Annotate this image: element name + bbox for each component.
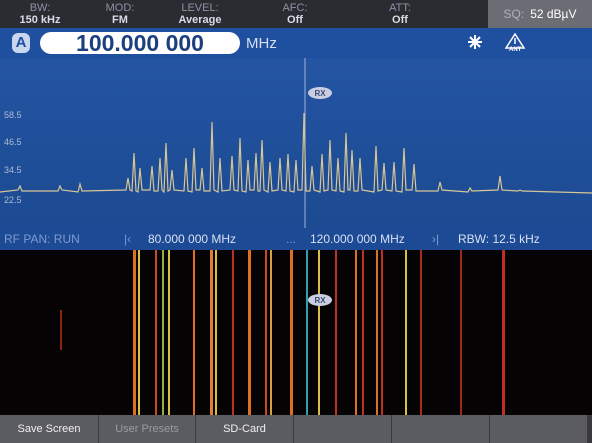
sun-core [472, 39, 478, 45]
waterfall-line [502, 250, 505, 415]
waterfall-line [362, 250, 364, 415]
waterfall-line [376, 250, 378, 415]
antenna: ANT [509, 47, 522, 53]
pan-status: RF PAN: RUN |‹ 80.000 000 MHz ... 120.00… [0, 228, 592, 250]
waterfall-line [232, 250, 234, 415]
squelch[interactable]: SQ: 52 dBµV [488, 0, 592, 28]
level-label: 22.5 [4, 195, 22, 205]
level-label: 34.5 [4, 165, 22, 175]
waterfall-line [306, 250, 308, 415]
channel[interactable]: A [12, 33, 30, 53]
level: LEVEL: Average [160, 0, 240, 28]
waterfall-line [318, 250, 320, 415]
att: ATT: Off [350, 0, 450, 28]
waterfall-line [381, 250, 383, 415]
waterfall-line [420, 250, 422, 415]
softkey[interactable]: SD-Card [196, 415, 293, 443]
softkeys: Save Screen User Presets SD-Card [0, 415, 592, 443]
softkey[interactable] [490, 415, 587, 443]
spectrum: 58.5 46.5 34.5 22.5 RX [0, 58, 592, 228]
waterfall-bg [0, 250, 592, 415]
warning-icon [504, 33, 526, 49]
waterfall-line [162, 250, 164, 415]
softkey[interactable] [392, 415, 489, 443]
start-frequency: 80.000 000 MHz [148, 232, 237, 246]
frequency[interactable]: 100.000 000 [40, 32, 240, 55]
level-label: 46.5 [4, 137, 22, 147]
label: BW: [29, 2, 51, 14]
bw: BW: 150 kHz [0, 0, 80, 28]
waterfall-line [248, 250, 251, 415]
softkey[interactable] [294, 415, 391, 443]
value: Off [392, 14, 408, 26]
frequency-row: A 100.000 000 MHz ANT [0, 28, 592, 58]
mod: MOD: FM [80, 0, 160, 28]
label: LEVEL: [181, 2, 219, 14]
label: MOD: [105, 2, 135, 14]
waterfall-line [290, 250, 293, 415]
waterfall-line [138, 250, 140, 415]
value: 150 kHz [19, 14, 61, 26]
value: Average [178, 14, 222, 26]
waterfall-line [460, 250, 462, 415]
status-bar: BW: 150 kHz MOD: FM LEVEL: Average AFC: Off … [0, 0, 592, 28]
value: FM [112, 14, 128, 26]
label: AFC: [282, 2, 308, 14]
separator: ... [286, 232, 297, 246]
waterfall-line [60, 310, 62, 350]
waterfall-line [168, 250, 170, 415]
softkey[interactable]: Save Screen [0, 415, 98, 443]
stop-frequency: 120.000 000 MHz [310, 232, 405, 246]
rx-marker [308, 87, 332, 99]
stop-arrow: ›| [432, 232, 440, 246]
waterfall-line [133, 250, 136, 415]
pan-mode: RF PAN: RUN [4, 232, 80, 246]
waterfall-line [335, 250, 337, 415]
waterfall-line [155, 250, 157, 415]
waterfall-line [265, 250, 267, 415]
value: Off [287, 14, 303, 26]
start-arrow: |‹ [124, 232, 132, 246]
level-label: 58.5 [4, 110, 22, 120]
rx-label: RX [314, 89, 326, 98]
label: SQ: [503, 7, 525, 21]
spectrum-trace [0, 112, 592, 194]
value: 52 dBµV [530, 7, 577, 21]
waterfall-line [215, 250, 217, 415]
rbw: RBW: 12.5 kHz [458, 232, 540, 246]
icons [468, 33, 526, 49]
waterfall-line [405, 250, 407, 415]
label: ATT: [389, 2, 411, 14]
spectrum-bg [0, 58, 592, 228]
softkey[interactable]: User Presets [99, 415, 195, 443]
afc: AFC: Off [240, 0, 350, 28]
rx-marker [308, 294, 332, 306]
waterfall: RX [0, 250, 592, 415]
waterfall-line [210, 250, 213, 415]
unit: MHz [246, 35, 277, 52]
waterfall-line [193, 250, 195, 415]
rx-label: RX [314, 296, 326, 305]
waterfall-line [270, 250, 272, 415]
waterfall-line [355, 250, 357, 415]
